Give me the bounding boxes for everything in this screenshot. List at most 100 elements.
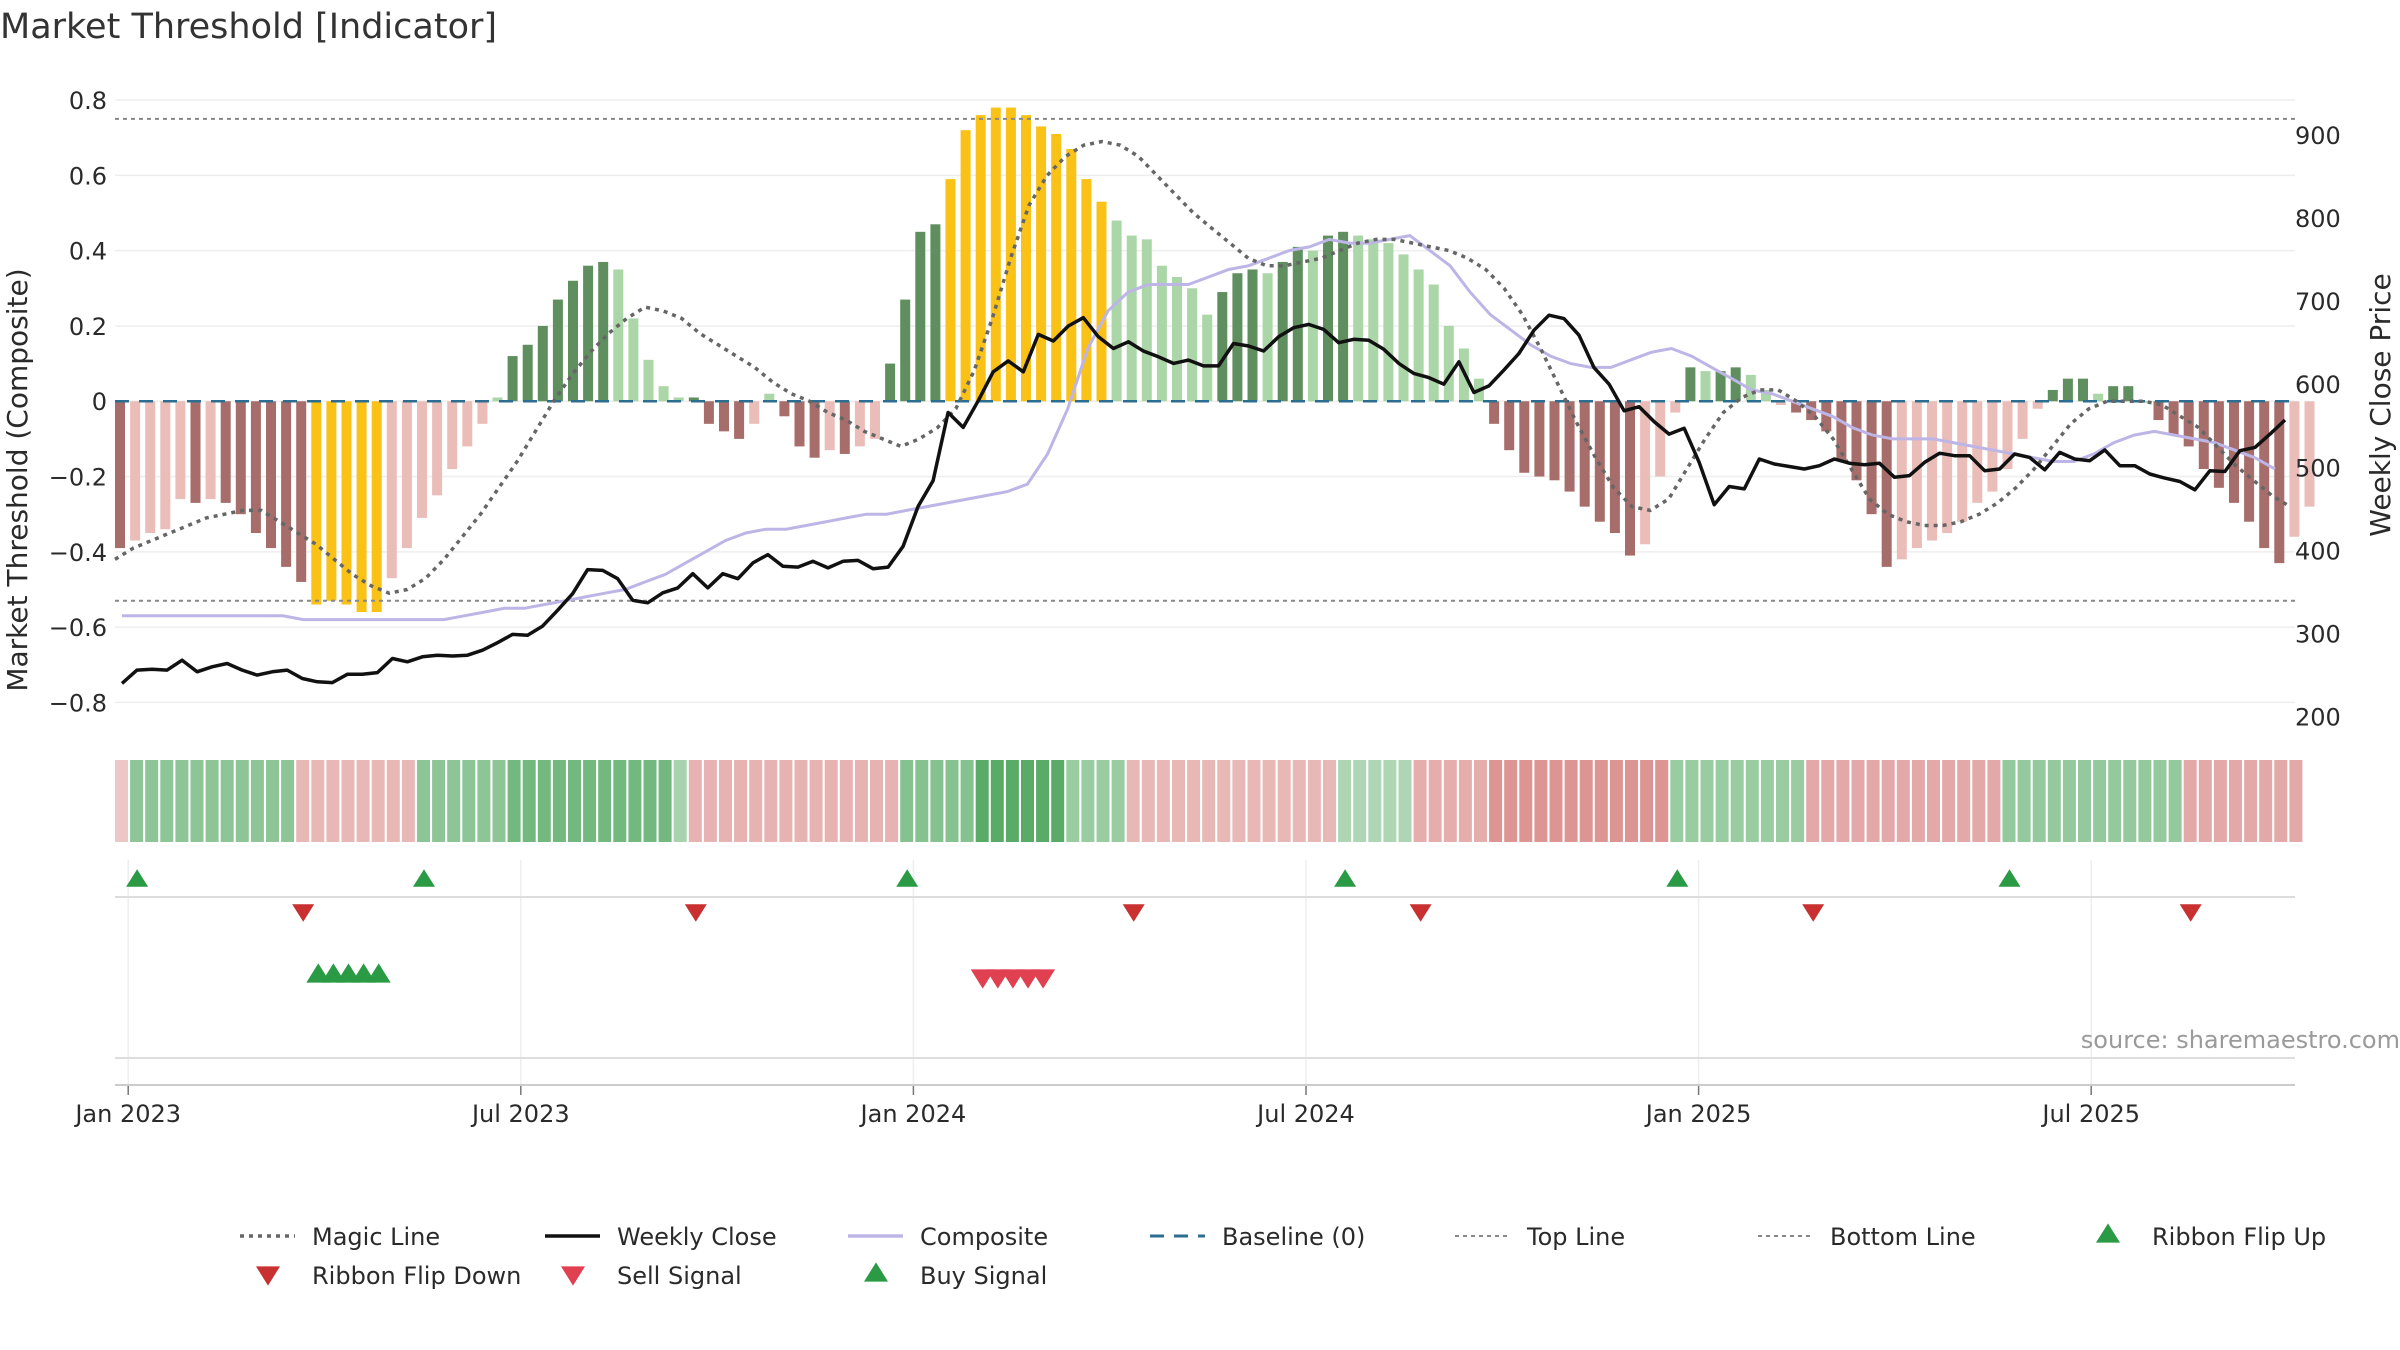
ribbon-segment	[1564, 760, 1578, 842]
ribbon-flip-down-marker	[1409, 904, 1432, 922]
y-tick-label-right: 800	[2295, 205, 2341, 233]
trend-ribbon	[115, 760, 2303, 842]
histogram-bar	[1851, 401, 1862, 481]
histogram-bar	[1549, 401, 1560, 481]
histogram-bar	[2017, 401, 2028, 439]
histogram-bar	[1126, 235, 1137, 402]
buy-signal-marker	[321, 963, 346, 983]
buy-signal-marker	[366, 963, 391, 983]
ribbon-segment	[220, 760, 234, 842]
ribbon-segment	[1172, 760, 1185, 842]
ribbon-segment	[145, 760, 159, 842]
ribbon-segment	[1700, 760, 1714, 842]
ribbon-segment	[1262, 760, 1276, 842]
histogram-bar	[1021, 115, 1031, 402]
histogram-bar	[854, 401, 865, 447]
ribbon-segment	[1126, 760, 1140, 842]
vertical-gridlines	[127, 860, 2092, 1085]
histogram-bar	[2153, 401, 2164, 421]
histogram-bar	[1760, 389, 1771, 402]
ribbon-segment	[870, 760, 883, 842]
histogram-bar	[1896, 401, 1907, 560]
ribbon-flip-down-marker	[684, 904, 707, 922]
histogram-bar	[1579, 401, 1590, 507]
ribbon-segment	[1836, 760, 1850, 842]
histogram-bar	[477, 401, 488, 424]
histogram-bar	[522, 344, 533, 402]
histogram-bar	[1353, 235, 1364, 402]
histogram-bar	[1881, 401, 1892, 567]
ribbon-segment	[960, 760, 974, 842]
ribbon-segment	[1640, 760, 1654, 842]
buy-signal-marker	[351, 963, 376, 983]
signal-markers	[115, 869, 2295, 1059]
histogram-bar	[568, 280, 578, 402]
histogram-bar	[719, 401, 729, 432]
legend-label: Composite	[920, 1223, 1048, 1251]
histogram-bar	[1156, 265, 1167, 402]
ribbon-flip-up-marker	[1998, 869, 2021, 887]
histogram-bar	[2289, 401, 2300, 537]
histogram-bar	[296, 401, 307, 582]
histogram-bar	[975, 115, 986, 402]
histogram-bar	[311, 401, 322, 605]
x-tick-label: Jul 2023	[470, 1100, 570, 1128]
ribbon-segment	[1338, 760, 1352, 842]
ribbon-segment	[1670, 760, 1684, 842]
sell-signal-marker	[1000, 969, 1025, 989]
ribbon-flip-down-marker	[2179, 904, 2202, 922]
histogram-bar	[281, 401, 292, 567]
ribbon-segment	[1987, 760, 2001, 842]
ribbon-segment	[643, 760, 657, 842]
ribbon-segment	[1398, 760, 1412, 842]
ribbon-segment	[205, 760, 219, 842]
buy-signal-marker	[306, 963, 331, 983]
histogram-bar	[1277, 261, 1288, 402]
ribbon-segment	[2153, 760, 2167, 842]
ribbon-segment	[2093, 760, 2107, 842]
ribbon-segment	[1353, 760, 1367, 842]
histogram-bar	[552, 299, 563, 402]
ribbon-segment	[386, 760, 400, 842]
ribbon-segment	[839, 760, 853, 842]
ribbon-segment	[2213, 760, 2227, 842]
histogram-bar	[900, 299, 911, 402]
ribbon-flip-up-marker	[896, 869, 919, 887]
histogram-bar	[2183, 401, 2194, 447]
histogram-bar	[1111, 220, 1122, 402]
ribbon-flip-up-marker	[1666, 869, 1689, 887]
histogram-bar	[1685, 367, 1696, 402]
ribbon-segment	[2017, 760, 2031, 842]
histogram-bar	[945, 179, 956, 402]
ribbon-segment	[417, 760, 430, 842]
x-tick-label: Jan 2025	[1644, 1100, 1752, 1128]
ribbon-segment	[1896, 760, 1910, 842]
y-tick-label-right: 500	[2295, 454, 2341, 482]
ribbon-segment	[552, 760, 566, 842]
histogram-bar	[432, 401, 443, 496]
ribbon-segment	[990, 760, 1004, 842]
histogram-bar	[1957, 401, 1968, 522]
histogram-bar	[1443, 325, 1454, 402]
ribbon-segment	[447, 760, 461, 842]
ribbon-segment	[1851, 760, 1865, 842]
histogram-bar	[613, 269, 624, 402]
histogram-bar	[839, 401, 850, 454]
magic-line	[114, 139, 2291, 596]
histogram-bar	[673, 397, 684, 402]
sell-signal-marker	[1031, 969, 1056, 989]
histogram-bar	[2032, 401, 2043, 409]
histogram-bar	[1942, 401, 1953, 533]
legend-label: Ribbon Flip Down	[312, 1262, 521, 1290]
histogram-bar	[462, 401, 473, 447]
histogram-bar	[160, 401, 171, 530]
histogram-bar	[2093, 393, 2104, 402]
ribbon-segment	[1927, 760, 1940, 842]
histogram-bar	[507, 356, 518, 402]
ribbon-segment	[1579, 760, 1593, 842]
histogram-bar	[130, 401, 141, 541]
threshold-lines	[115, 117, 2295, 602]
ribbon-segment	[1081, 760, 1095, 842]
histogram-bar	[1202, 314, 1213, 402]
ribbon-segment	[1791, 760, 1805, 842]
